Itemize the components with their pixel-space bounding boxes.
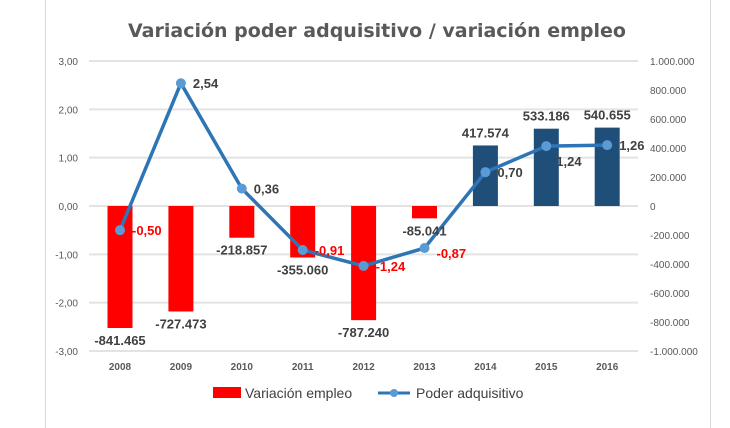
line-marker [419,243,430,254]
right-axis-tick: -800.000 [650,318,690,329]
left-axis-tick: 3,00 [59,57,79,68]
bar-data-label: -787.240 [338,325,389,340]
chart-title: Variación poder adquisitivo / variación … [128,20,626,42]
bar-variacion-empleo [533,128,559,206]
x-axis-tick: 2010 [231,362,254,373]
legend-label-poder-adquisitivo: Poder adquisitivo [416,385,524,401]
bar-data-label: -727.473 [155,316,206,331]
left-axis-tick: -3,00 [55,347,78,358]
x-axis-tick: 2013 [413,362,436,373]
line-data-label: 2,54 [193,76,219,91]
right-axis-tick: -400.000 [650,260,690,271]
x-axis-tick: 2015 [535,362,558,373]
legend-marker-icon [390,389,398,397]
left-axis-tick: 2,00 [59,105,79,116]
right-axis-tick: 400.000 [650,144,687,155]
legend-label-variacion-empleo: Variación empleo [245,385,352,401]
line-marker [236,183,247,194]
combo-chart: Variación poder adquisitivo / variación … [55,20,698,401]
right-axis-tick: 800.000 [650,86,687,97]
x-axis-tick: 2014 [474,362,497,373]
bar-variacion-empleo [594,127,620,206]
left-axis-tick: -1,00 [55,250,78,261]
right-axis-tick: -200.000 [650,231,690,242]
x-axis-tick: 2016 [596,362,619,373]
line-data-label: 1,24 [556,154,582,169]
right-axis-tick: 200.000 [650,173,687,184]
right-axis-tick: 600.000 [650,115,687,126]
left-axis-tick: 0,00 [59,202,79,213]
x-axis-tick: 2011 [292,362,314,373]
bar-data-label: 540.655 [584,108,631,123]
right-axis-tick: 1.000.000 [650,57,695,68]
legend-swatch-variacion-empleo [213,387,241,398]
right-axis-tick: 0 [650,202,656,213]
line-data-label: 1,26 [619,138,644,153]
right-axis-tick: -1.000.000 [650,347,698,358]
bar-variacion-empleo [412,206,437,219]
bar-data-label: -218.857 [216,243,267,258]
line-marker [175,78,186,89]
left-axis-tick: 1,00 [59,154,79,165]
line-data-label: -0,91 [315,243,345,258]
bar-variacion-empleo [168,206,194,312]
line-data-label: -1,24 [376,259,406,274]
bar-data-label: -841.465 [94,333,145,348]
line-data-label: 0,70 [497,165,522,180]
line-marker [602,140,613,151]
x-axis-tick: 2008 [109,362,132,373]
line-marker [115,225,125,236]
line-marker [358,260,369,271]
bar-data-label: -355.060 [277,262,328,277]
line-data-label: -0,87 [437,246,467,261]
x-axis-tick: 2012 [352,362,375,373]
line-marker [541,141,552,152]
x-axis-tick: 2009 [170,362,193,373]
line-data-label: -0,50 [132,223,162,238]
line-marker [297,244,308,255]
bar-variacion-empleo [229,206,255,238]
bar-variacion-empleo [107,206,133,329]
legend: Variación empleo Poder adquisitivo [213,385,524,401]
chart-frame [45,0,711,428]
line-marker [480,167,491,178]
line-data-label: 0,36 [254,182,279,197]
bar-data-label: -85.041 [402,223,446,238]
left-axis-tick: -2,00 [55,299,78,310]
right-axis-tick: -600.000 [650,289,690,300]
bar-data-label: 417.574 [462,125,510,140]
bar-data-label: 533.186 [523,109,570,124]
